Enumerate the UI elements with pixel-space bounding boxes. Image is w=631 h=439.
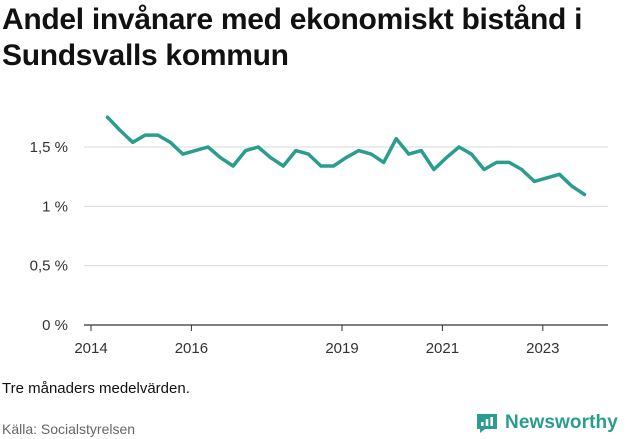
data-point bbox=[507, 160, 511, 165]
data-point bbox=[557, 172, 561, 176]
x-tick-label: 2014 bbox=[74, 340, 107, 357]
data-point bbox=[444, 156, 449, 160]
chart-title: Andel invånare med ekonomiskt bistånd i … bbox=[2, 3, 583, 72]
data-point bbox=[394, 137, 398, 141]
data-point bbox=[356, 148, 361, 153]
data-point bbox=[269, 156, 273, 160]
source-credit: Källa: Socialstyrelsen bbox=[2, 421, 136, 437]
data-point bbox=[306, 152, 310, 156]
data-point bbox=[520, 167, 524, 172]
data-point bbox=[419, 148, 423, 153]
gridlines bbox=[84, 146, 608, 326]
data-point bbox=[181, 152, 185, 156]
data-point bbox=[244, 148, 248, 153]
data-point bbox=[369, 152, 373, 156]
data-point bbox=[331, 164, 336, 168]
data-point bbox=[143, 133, 147, 137]
data-point bbox=[256, 145, 260, 149]
data-point bbox=[156, 133, 160, 137]
y-tick-label: 0,5 % bbox=[30, 258, 68, 275]
y-tick-label: 1,5 % bbox=[30, 139, 68, 156]
data-point bbox=[218, 156, 223, 160]
data-series bbox=[105, 115, 587, 197]
data-point bbox=[105, 115, 110, 119]
newsworthy-logo[interactable]: Newsworthy bbox=[475, 410, 618, 436]
newsworthy-logo-icon bbox=[477, 414, 497, 433]
brand-name: Newsworthy bbox=[505, 412, 618, 433]
data-point bbox=[469, 152, 474, 156]
data-point bbox=[545, 176, 549, 180]
data-point bbox=[206, 145, 210, 149]
axes: 0 % 0,5 % 1 % 1,5 % 2014 2016 2019 2021 2023 bbox=[30, 139, 560, 357]
data-point bbox=[344, 156, 348, 160]
data-point bbox=[407, 152, 411, 156]
data-point bbox=[570, 184, 574, 188]
data-point bbox=[168, 140, 172, 144]
y-tick-label: 0 % bbox=[42, 317, 68, 334]
data-point bbox=[482, 167, 486, 172]
data-point bbox=[457, 145, 461, 149]
data-point bbox=[231, 164, 235, 168]
data-point bbox=[118, 128, 122, 132]
data-point bbox=[432, 167, 436, 172]
data-point bbox=[382, 160, 386, 165]
data-point bbox=[193, 148, 198, 153]
data-point bbox=[281, 164, 285, 168]
data-point bbox=[532, 179, 536, 184]
chart-note: Tre månaders medelvärden. bbox=[2, 380, 190, 397]
data-point bbox=[582, 192, 587, 197]
data-point bbox=[319, 164, 323, 168]
x-tick-label: 2016 bbox=[175, 340, 208, 357]
x-tick-label: 2019 bbox=[325, 340, 358, 357]
data-point bbox=[495, 160, 499, 165]
data-point bbox=[294, 148, 298, 153]
y-tick-label: 1 % bbox=[42, 198, 68, 215]
x-tick-label: 2023 bbox=[526, 340, 559, 357]
data-point bbox=[131, 140, 135, 144]
series-line bbox=[105, 115, 587, 197]
x-tick-label: 2021 bbox=[426, 340, 459, 357]
